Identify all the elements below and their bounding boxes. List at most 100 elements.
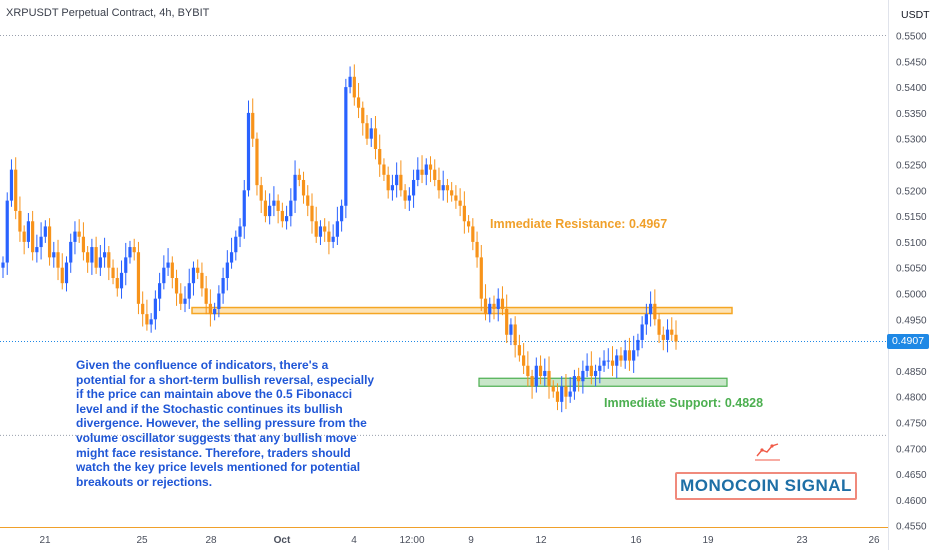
candle-body xyxy=(530,376,534,387)
candle-body xyxy=(433,169,437,180)
candle-body xyxy=(47,226,52,258)
candle-body xyxy=(124,257,128,273)
candle-body xyxy=(225,262,229,279)
candle-body xyxy=(90,247,94,263)
candle-body xyxy=(572,376,577,392)
candle-body xyxy=(395,174,399,186)
candle-body xyxy=(505,308,509,335)
y-tick-label: 0.5000 xyxy=(896,290,927,301)
last-price-badge: 0.4907 xyxy=(887,334,929,349)
y-tick-label: 0.5050 xyxy=(896,264,927,275)
candle-body xyxy=(153,298,157,320)
candle-body xyxy=(323,226,327,232)
candle-body xyxy=(564,386,568,397)
candle-body xyxy=(149,319,153,325)
candle-body xyxy=(1,262,5,268)
candle-body xyxy=(509,324,513,335)
candle-body xyxy=(450,190,454,196)
candle-body xyxy=(420,169,424,175)
candle-body xyxy=(475,241,479,258)
x-tick-label: 21 xyxy=(39,535,51,546)
candle-body xyxy=(479,257,483,299)
chart-axes xyxy=(0,0,889,550)
candle-body xyxy=(43,226,47,237)
candle-body xyxy=(649,303,653,315)
currency-label[interactable]: USDT xyxy=(901,9,930,21)
candle-body xyxy=(314,221,318,237)
y-tick-label: 0.4650 xyxy=(896,470,927,481)
candle-body xyxy=(568,391,572,397)
candle-body xyxy=(174,278,179,294)
candle-body xyxy=(73,231,77,242)
candle-body xyxy=(416,169,420,180)
candle-body xyxy=(297,174,301,180)
candle-body xyxy=(378,149,382,165)
candle-body xyxy=(598,365,602,371)
candle-body xyxy=(593,370,598,377)
candle-body xyxy=(98,257,102,268)
candle-body xyxy=(458,200,462,206)
candle-body xyxy=(242,190,246,227)
x-tick-label: 23 xyxy=(796,535,808,546)
candle-body xyxy=(466,221,471,227)
candle-body xyxy=(454,195,458,201)
candle-body xyxy=(653,303,657,320)
candle-body xyxy=(437,179,441,191)
candle-body xyxy=(208,303,213,315)
candle-body xyxy=(373,128,378,150)
candle-body xyxy=(251,112,255,139)
y-tick-label: 0.5200 xyxy=(896,186,927,197)
candle-body xyxy=(361,107,365,124)
candle-body xyxy=(462,205,466,222)
candle-body xyxy=(602,360,606,366)
candle-body xyxy=(229,252,234,263)
candle-body xyxy=(348,76,352,88)
candle-body xyxy=(141,303,145,315)
candle-body xyxy=(132,247,136,253)
candle-body xyxy=(306,195,310,206)
candle-body xyxy=(331,236,335,242)
candle-body xyxy=(293,174,297,201)
candle-body xyxy=(77,231,81,237)
x-tick-label: 25 xyxy=(136,535,148,546)
support-label: Immediate Support: 0.4828 xyxy=(604,396,764,410)
candle-body xyxy=(246,112,251,191)
candle-body xyxy=(102,252,107,258)
candle-body xyxy=(369,128,373,139)
y-tick-label: 0.4800 xyxy=(896,393,927,404)
candle-body xyxy=(610,360,615,366)
resistance-zone xyxy=(191,306,733,315)
candle-body xyxy=(488,303,492,315)
y-tick-label: 0.4950 xyxy=(896,315,927,326)
candle-body xyxy=(670,329,674,335)
candle-body xyxy=(255,138,259,186)
candle-body xyxy=(543,370,547,377)
candle-body xyxy=(640,324,644,340)
candle-body xyxy=(636,339,640,351)
candle-body xyxy=(526,365,530,377)
y-tick-label: 0.4700 xyxy=(896,444,927,455)
candle-body xyxy=(301,179,306,196)
x-axis-tick-labels: 21 25 28 Oct 4 12:00 9 12 16 19 23 26 xyxy=(39,535,880,546)
resistance-label: Immediate Resistance: 0.4967 xyxy=(490,217,668,231)
candle-body xyxy=(534,365,538,387)
candle-body xyxy=(632,350,636,361)
chart-grid xyxy=(0,35,888,436)
brand-watermark: MONOCOIN SIGNAL xyxy=(675,472,857,500)
candle-body xyxy=(162,267,166,284)
x-tick-label: 26 xyxy=(868,535,880,546)
y-tick-label: 0.5350 xyxy=(896,109,927,120)
candle-body xyxy=(158,283,162,299)
candle-body xyxy=(496,298,500,309)
candle-body xyxy=(517,345,521,356)
candle-body xyxy=(115,278,119,289)
candle-body xyxy=(665,329,670,340)
y-tick-label: 0.4750 xyxy=(896,419,927,430)
candle-body xyxy=(234,236,238,253)
candle-body xyxy=(356,97,361,108)
candle-body xyxy=(352,76,356,98)
candle-body xyxy=(81,236,86,253)
candle-body xyxy=(310,205,314,222)
candle-body xyxy=(589,365,593,377)
